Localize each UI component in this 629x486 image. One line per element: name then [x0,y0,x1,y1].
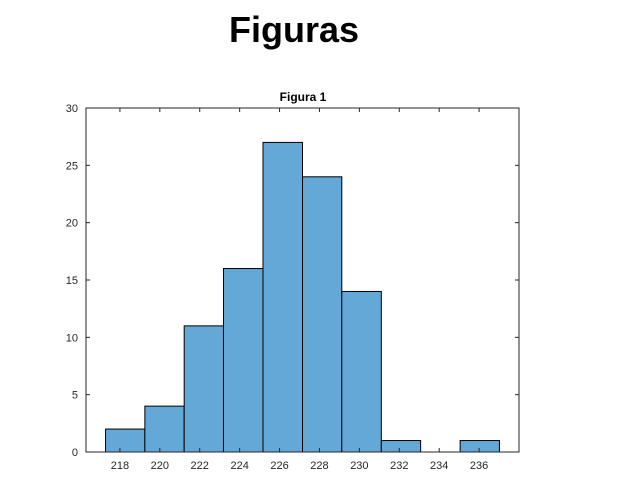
x-tick-label: 232 [390,460,408,472]
histogram-bar-6 [302,176,343,453]
y-tick-label: 5 [72,390,78,402]
x-tick-label: 220 [151,460,169,472]
histogram-bar-2 [144,405,185,453]
y-tick-label: 20 [66,218,78,230]
x-tick-label: 218 [111,460,129,472]
y-tick-label: 15 [66,275,78,287]
x-tick-label: 224 [230,460,248,472]
y-tick-label: 10 [66,332,78,344]
bars-layer [105,141,500,453]
x-tick-label: 228 [310,460,328,472]
chart-title: Figura 1 [280,90,327,104]
page-heading: Figuras [228,9,360,50]
x-tick-label: 234 [430,460,448,472]
histogram-bar-1 [105,428,146,453]
y-tick-label: 25 [66,160,78,172]
histogram-bar-10 [459,440,500,453]
y-tick-label: 0 [72,447,78,459]
histogram-bar-8 [380,440,422,453]
x-tick-label: 236 [470,460,488,472]
histogram-bar-4 [222,268,264,453]
x-tick-label: 230 [350,460,368,472]
ticks-layer: 218 220 222 224 226 228 230 232 234 236 0 5 10 15 20 25… [66,103,519,472]
histogram-bar-7 [341,290,382,453]
histogram-bar-5 [262,141,303,453]
x-tick-label: 222 [191,460,209,472]
x-tick-label: 226 [270,460,288,472]
y-tick-label: 30 [66,103,78,115]
histogram-bar-3 [183,325,224,453]
